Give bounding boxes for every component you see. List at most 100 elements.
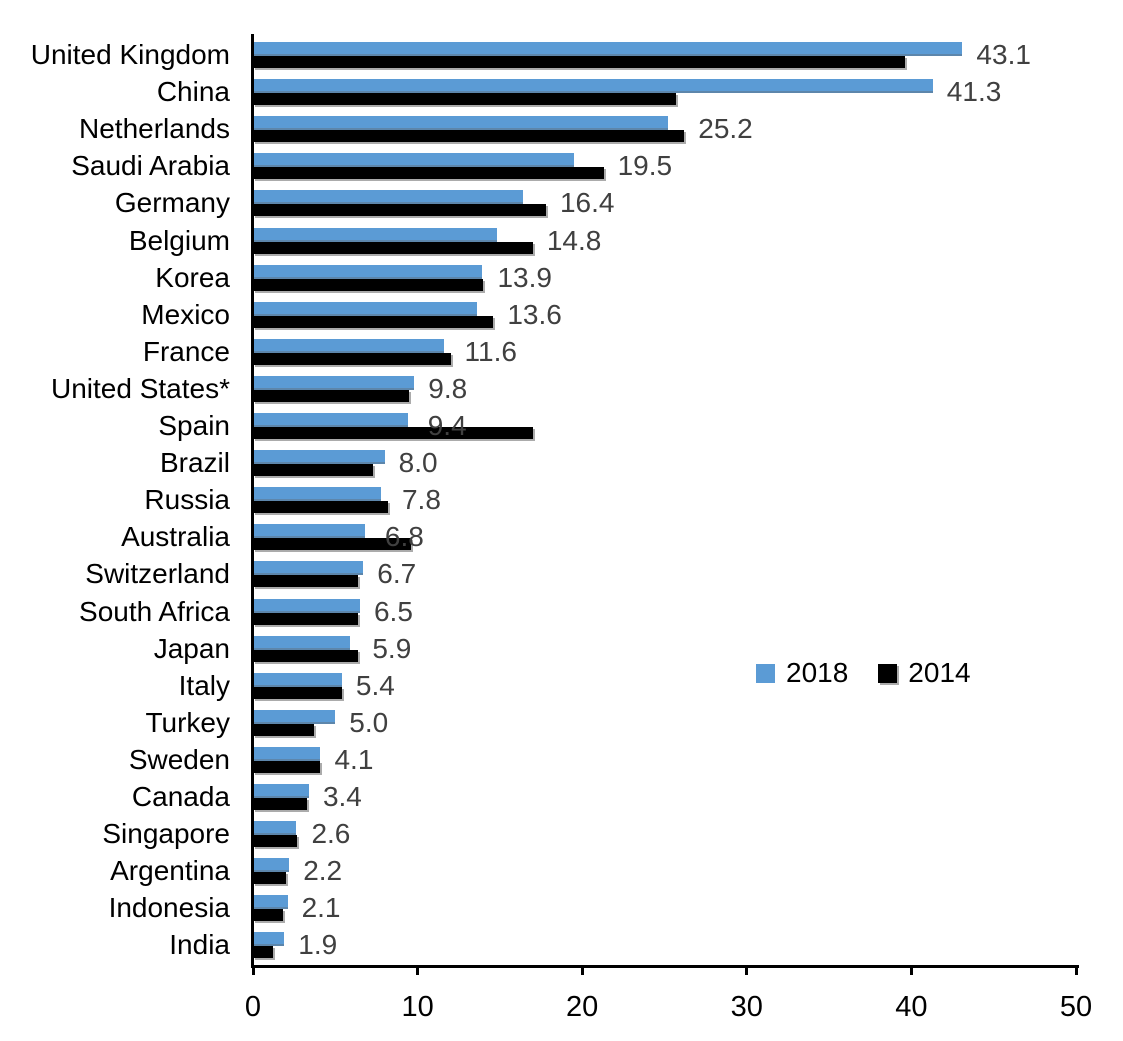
bar-2014	[253, 241, 533, 254]
bar-2014	[253, 130, 685, 143]
bar-2014	[253, 649, 359, 662]
data-label: 3.4	[322, 781, 362, 812]
bar-2018	[253, 338, 444, 351]
category-label: France	[142, 335, 230, 367]
x-tick-label: 0	[244, 991, 262, 1023]
data-label: 25.2	[698, 113, 753, 145]
bar-2014	[253, 760, 321, 773]
bar-2018	[253, 264, 482, 277]
category-label: Belgium	[128, 224, 230, 256]
category-label: Argentina	[110, 855, 230, 887]
legend-label-2018: 2018	[786, 657, 849, 688]
bar-2018	[253, 227, 497, 240]
category-label: South Africa	[79, 595, 230, 627]
bar-2014	[253, 798, 308, 810]
data-label: 1.9	[298, 929, 338, 961]
bar-2014	[253, 723, 314, 736]
x-axis-line	[251, 965, 1079, 968]
bar-2014	[253, 427, 533, 439]
bar-2018	[253, 709, 336, 722]
legend-item-2014: 2014	[878, 657, 971, 689]
bar-2018	[253, 190, 523, 203]
data-label: 13.9	[497, 261, 552, 293]
bar-2014	[253, 946, 273, 959]
bar-2014	[253, 204, 546, 217]
category-label: Saudi Arabia	[71, 150, 230, 182]
x-tick-mark	[909, 966, 913, 975]
category-label: United Kingdom	[30, 39, 230, 70]
bar-2014	[253, 464, 374, 477]
bar-2018	[253, 746, 321, 759]
data-label: 9.4	[427, 410, 467, 441]
data-label: 5.0	[349, 706, 389, 738]
x-tick-label: 10	[401, 991, 434, 1023]
category-label: Indonesia	[108, 892, 230, 924]
data-label: 14.8	[546, 224, 602, 256]
bar-2014	[253, 612, 359, 625]
data-label: 13.6	[507, 298, 562, 330]
bar-2018	[253, 635, 351, 648]
data-label: 7.8	[401, 484, 441, 516]
legend-label-2014: 2014	[908, 657, 971, 688]
category-label: Canada	[131, 781, 230, 812]
bar-2014	[253, 315, 494, 328]
bar-2018	[253, 413, 408, 425]
data-label: 19.5	[617, 150, 673, 182]
category-label: Japan	[153, 632, 230, 664]
bar-2018	[253, 821, 296, 834]
category-label: China	[156, 76, 230, 108]
category-label: Netherlands	[79, 113, 230, 145]
x-tick-label: 40	[895, 991, 928, 1023]
bar-2018	[253, 79, 933, 92]
bar-2018	[253, 116, 668, 129]
bar-2018	[253, 784, 309, 796]
data-label: 11.6	[464, 335, 517, 367]
data-label: 5.9	[372, 632, 412, 664]
bar-2018	[253, 524, 365, 537]
bar-2014	[253, 93, 677, 106]
bar-2014	[253, 686, 342, 699]
category-label: Italy	[178, 669, 230, 701]
y-axis-line	[251, 34, 254, 968]
bar-2018	[253, 858, 290, 871]
data-label: 16.4	[559, 187, 615, 219]
bar-2018	[253, 153, 574, 166]
data-label: 9.8	[428, 372, 468, 404]
category-label: Singapore	[102, 818, 230, 850]
category-label: Mexico	[141, 298, 230, 330]
category-label: Germany	[114, 187, 230, 219]
bar-2014	[253, 167, 604, 180]
bar-2018	[253, 450, 385, 463]
data-label: 6.7	[377, 558, 417, 590]
bar-2014	[253, 575, 359, 588]
bar-2018	[253, 561, 364, 574]
x-tick-label: 30	[730, 991, 763, 1023]
bar-2018	[253, 895, 288, 908]
bar-2018	[253, 375, 415, 388]
category-label: Sweden	[128, 743, 230, 775]
bar-2014	[253, 56, 905, 68]
bar-2014	[253, 872, 286, 885]
category-label: Switzerland	[85, 558, 230, 590]
data-label: 41.3	[946, 76, 1002, 108]
category-label: Brazil	[159, 447, 230, 479]
bar-2014	[253, 835, 298, 848]
x-tick-mark	[416, 966, 420, 975]
data-label: 4.1	[334, 743, 374, 775]
category-label: Spain	[158, 410, 230, 441]
x-tick-mark	[580, 966, 584, 975]
x-tick-label: 20	[566, 991, 599, 1023]
bar-2014	[253, 501, 388, 514]
data-label: 43.1	[976, 39, 1031, 70]
bar-2018	[253, 42, 963, 54]
data-label: 2.2	[303, 855, 343, 887]
bar-2018	[253, 301, 477, 314]
bar-2018	[253, 672, 342, 685]
x-tick-mark	[745, 966, 749, 975]
x-tick-mark	[1074, 966, 1078, 975]
bar-2014	[253, 909, 283, 922]
bar-2014	[253, 389, 410, 402]
category-label: Turkey	[145, 706, 230, 738]
category-label: United States*	[51, 372, 230, 404]
